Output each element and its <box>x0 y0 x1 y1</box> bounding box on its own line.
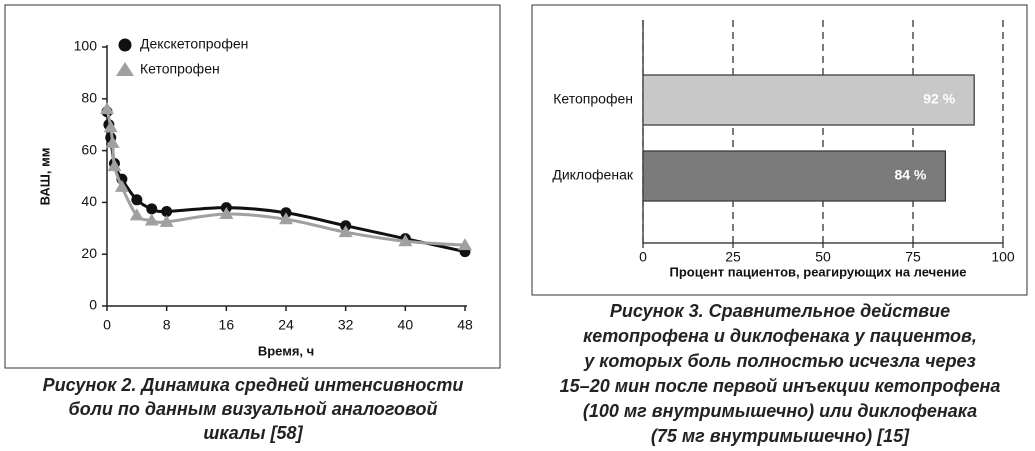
marker <box>146 203 158 215</box>
marker <box>398 234 413 247</box>
y-tick-label: 100 <box>74 38 98 54</box>
marker <box>131 194 143 206</box>
x-tick-label: 0 <box>639 249 647 265</box>
caption: (100 мг внутримышечно) или диклофенака <box>583 401 977 421</box>
y-axis-label: ВАШ, мм <box>37 148 52 206</box>
x-tick-label: 50 <box>815 249 831 265</box>
legend-marker <box>116 62 134 76</box>
marker <box>129 208 144 221</box>
marker <box>159 214 174 227</box>
x-tick-label: 24 <box>278 317 294 333</box>
series-line <box>105 111 466 254</box>
series-line <box>105 108 466 247</box>
caption: кетопрофена и диклофенака у пациентов, <box>583 326 977 346</box>
y-tick-label: 0 <box>89 297 97 313</box>
marker <box>105 135 120 148</box>
caption: Рисунок 3. Сравнительное действие <box>610 301 950 321</box>
x-tick-label: 25 <box>725 249 741 265</box>
category-label: Диклофенак <box>552 167 634 183</box>
marker <box>161 205 173 217</box>
x-tick-label: 8 <box>163 317 171 333</box>
bar <box>642 150 946 202</box>
x-tick-label: 40 <box>398 317 414 333</box>
marker <box>100 102 114 115</box>
value-label: 92 % <box>923 91 955 107</box>
x-tick-label: 75 <box>905 249 921 265</box>
marker <box>458 238 472 251</box>
legend-label: Декскетопрофен <box>140 36 248 52</box>
marker <box>114 179 129 192</box>
legend-marker <box>118 38 132 52</box>
caption: боли по данным визуальной аналоговой <box>69 399 438 419</box>
y-tick-label: 80 <box>81 90 97 106</box>
x-tick-label: 16 <box>219 317 235 333</box>
frame <box>531 4 1028 296</box>
frame <box>4 4 501 369</box>
marker <box>279 212 293 225</box>
caption: (75 мг внутримышечно) [15] <box>651 426 910 446</box>
marker <box>144 213 159 226</box>
x-tick-label: 32 <box>338 317 354 333</box>
x-axis-label: Время, ч <box>258 343 314 358</box>
y-tick-label: 40 <box>81 193 97 209</box>
x-tick-label: 0 <box>103 317 111 333</box>
marker <box>103 120 118 133</box>
y-tick-label: 60 <box>81 141 97 157</box>
marker <box>107 159 122 172</box>
caption: шкалы [58] <box>203 423 303 443</box>
marker <box>338 225 353 238</box>
y-tick-label: 20 <box>81 245 97 261</box>
x-tick-label: 48 <box>457 317 473 333</box>
value-label: 84 % <box>894 167 926 183</box>
caption: Рисунок 2. Динамика средней интенсивност… <box>43 375 464 395</box>
bar <box>642 74 975 126</box>
marker <box>219 207 234 220</box>
caption: у которых боль полностью исчезла через <box>583 351 976 371</box>
caption: 15–20 мин после первой инъекции кетопроф… <box>560 376 1001 396</box>
x-tick-label: 100 <box>991 249 1015 265</box>
legend-label: Кетопрофен <box>140 61 220 77</box>
category-label: Кетопрофен <box>553 91 633 107</box>
x-axis-label: Процент пациентов, реагирующих на лечени… <box>669 264 966 279</box>
